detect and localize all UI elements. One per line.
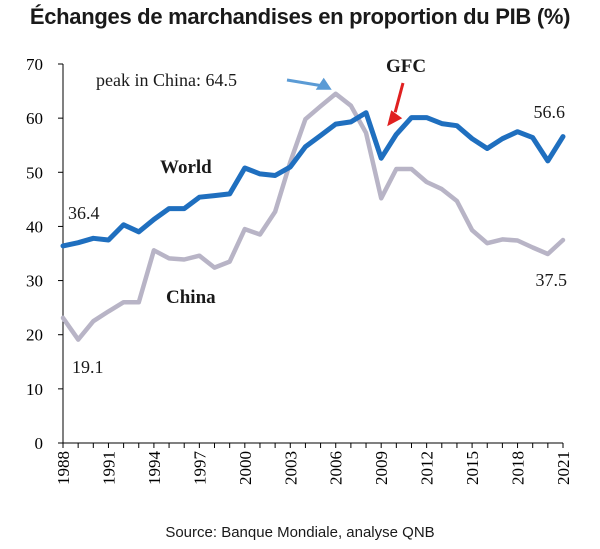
x-tick-label: 2015 (463, 451, 482, 485)
annotations-group: World China 36.4 19.1 56.6 37.5 peak in China:… (68, 56, 567, 377)
x-tick-label: 1991 (99, 451, 118, 485)
peak-arrow-line (286, 78, 322, 88)
y-tick-label: 40 (26, 217, 43, 236)
axes: 0 10 20 30 40 50 60 70 1988 1991 1994 1997 2000 2003 2… (26, 55, 573, 485)
world-series-line (60, 110, 566, 249)
china-end-value-label: 37.5 (536, 270, 568, 290)
china-series-line (60, 91, 566, 342)
y-tick-label: 50 (26, 163, 43, 182)
china-min-value-label: 19.1 (72, 357, 104, 377)
x-tick-label: 2021 (554, 451, 573, 485)
world-end-value-label: 56.6 (534, 102, 566, 122)
y-tick-label: 20 (26, 326, 43, 345)
china-series-label: China (166, 287, 216, 308)
x-tick-label: 1997 (190, 451, 209, 486)
gfc-label: GFC (386, 56, 426, 77)
x-tick-label: 2012 (418, 451, 437, 485)
y-tick-label: 10 (26, 380, 43, 399)
x-tick-label: 2006 (327, 451, 346, 485)
y-tick-label: 30 (26, 272, 43, 291)
y-tick-label: 70 (26, 55, 43, 74)
x-tick-label: 1988 (54, 451, 73, 485)
x-tick-label: 1994 (145, 451, 164, 486)
gfc-arrow-head (387, 110, 403, 127)
chart-title: Échanges de marchandises en proportion d… (29, 4, 571, 29)
y-tick-label: 0 (35, 434, 44, 453)
china-peak-label: peak in China: 64.5 (96, 70, 237, 90)
x-tick-label: 2018 (509, 451, 528, 485)
gfc-arrow-line (393, 82, 405, 113)
source-note: Source: Banque Mondiale, analyse QNB (165, 524, 435, 541)
series-group (60, 91, 566, 342)
x-tick-label: 2009 (372, 451, 391, 485)
x-tick-label: 2003 (281, 451, 300, 485)
world-start-value-label: 36.4 (68, 203, 100, 223)
y-tick-label: 60 (26, 109, 43, 128)
peak-arrow-head (315, 77, 332, 90)
world-series-label: World (160, 157, 212, 178)
x-tick-label: 2000 (236, 451, 255, 485)
